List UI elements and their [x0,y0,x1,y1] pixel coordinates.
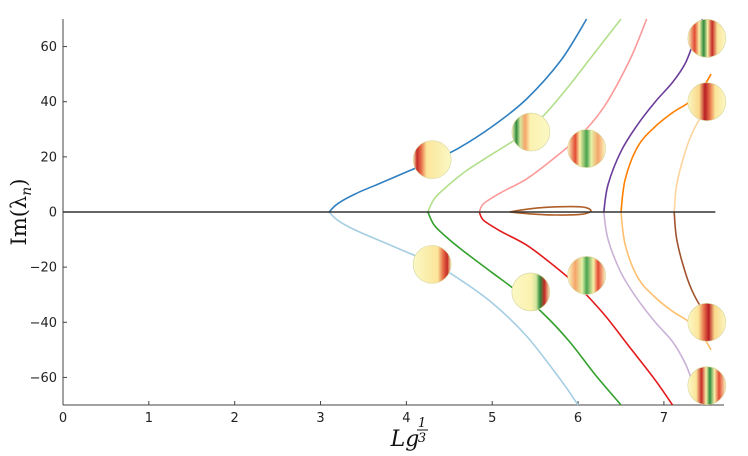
series-line-6 [509,205,592,216]
mode-shape-disc [567,129,606,168]
mode-shape-insets [412,18,727,406]
mode-shape-disc [687,302,727,342]
series-line-0 [328,18,588,213]
x-axis-label-exponent-numerator: 1 [418,416,426,431]
y-axis-label-main: Im(λ [7,196,31,246]
mode-shape-disc [687,366,727,406]
mode-shape-inset-1 [412,245,452,284]
y-tick-label: 60 [40,40,57,55]
mode-shape-disc [511,272,551,312]
mode-shape-inset-5 [567,256,606,295]
mode-shape-inset-9 [687,366,727,406]
x-axis-label: Lg [390,427,420,452]
y-tick-label: −20 [30,261,57,276]
y-tick-label: −60 [30,371,57,386]
series-layer [63,18,716,406]
x-tick-label: 5 [488,411,496,426]
x-tick-label: 0 [59,411,67,426]
x-tick-label: 3 [316,411,324,426]
series-line-7 [603,18,704,213]
mode-shape-inset-0 [412,140,452,179]
y-axis-label-subscript: n [19,187,35,196]
mode-shape-inset-2 [511,112,551,152]
mode-shape-inset-6 [687,18,727,58]
x-tick-label: 2 [231,411,239,426]
y-axis-label-close: ) [7,179,31,187]
y-tick-label: 20 [40,150,57,165]
mode-shape-disc [511,112,551,152]
mode-shape-disc [412,245,452,284]
axes: 0 1 2 3 4 5 6 7 −60 −40 −20 0 20 40 60 [30,19,724,426]
mode-shape-disc [412,140,452,179]
x-tick-label: 4 [402,411,410,426]
mode-shape-disc [567,256,606,295]
series-line-3 [427,211,622,406]
mode-shape-disc [687,82,727,122]
mode-shape-inset-7 [687,82,727,122]
series-line-11 [673,211,708,318]
mode-shape-inset-3 [511,272,551,312]
series-line-12 [673,106,708,213]
x-tick-label: 1 [145,411,153,426]
x-axis-label-exponent-denominator: 3 [418,431,426,446]
y-axis-label: Im(λn) [7,179,35,246]
mode-shape-inset-4 [567,129,606,168]
series-line-4 [478,18,648,213]
y-tick-label: 0 [49,206,57,221]
y-tick-label: −40 [30,316,57,331]
series-line-2 [427,18,622,213]
x-tick-label: 7 [660,411,668,426]
x-tick-label: 6 [574,411,582,426]
mode-shape-inset-8 [687,302,727,342]
y-tick-label: 40 [40,95,57,110]
mode-shape-disc [687,18,727,58]
series-line-5 [478,211,674,406]
